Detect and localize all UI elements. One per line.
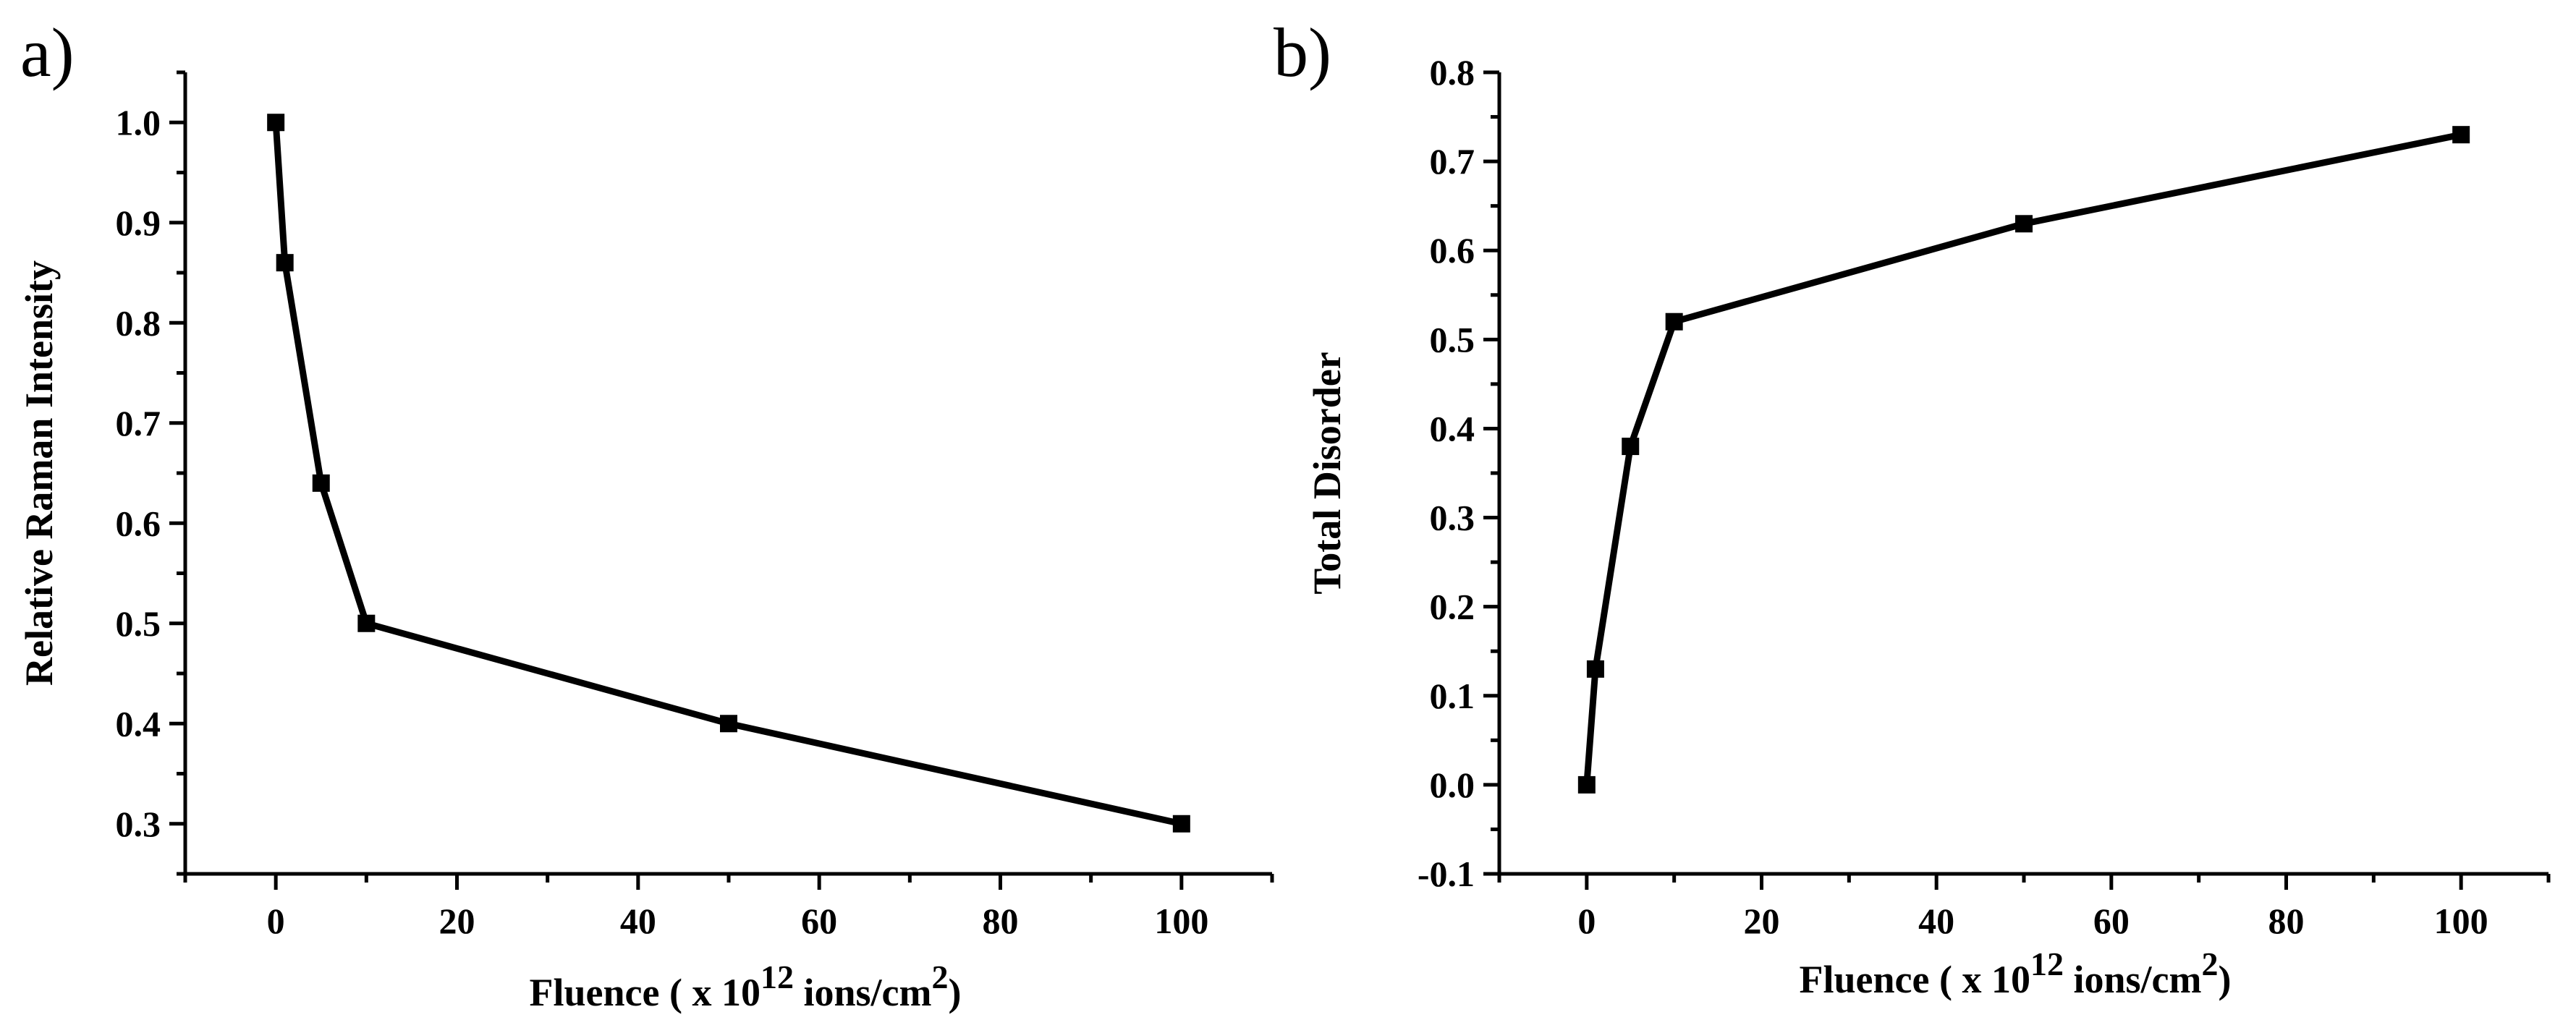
x-axis-title: Fluence ( x 1012 ions/cm2) — [1800, 945, 2232, 1001]
y-tick-label: 0.3 — [1430, 498, 1475, 538]
data-point — [2452, 126, 2470, 144]
y-tick-label: 0.7 — [116, 403, 161, 443]
data-point — [2015, 215, 2033, 233]
x-tick-label: 80 — [983, 901, 1019, 941]
y-tick-label: 0.4 — [1430, 408, 1475, 449]
y-tick-label: 0.6 — [116, 503, 161, 543]
data-point — [1586, 660, 1604, 678]
x-axis-title-close: ) — [948, 971, 961, 1014]
x-tick-label: 0 — [1577, 901, 1596, 941]
data-point — [267, 114, 285, 132]
x-axis-title-unit-exponent: 2 — [2201, 945, 2218, 982]
x-tick-label: 40 — [620, 901, 656, 941]
x-axis-title-close: ) — [2218, 958, 2231, 1001]
y-tick-label: 0.8 — [116, 302, 161, 343]
x-tick-label: 100 — [2434, 901, 2488, 941]
x-axis-title-text: Fluence ( x 10 — [530, 971, 760, 1014]
chart-panel-a: 0 20 40 60 80 100 0.3 0.4 0.5 0.6 0.7 0.8 0.9 1.0 Rela… — [17, 14, 1274, 1014]
series-line — [1583, 131, 2462, 786]
x-tick-label: 60 — [2093, 901, 2130, 941]
x-tick-label: 80 — [2268, 901, 2305, 941]
y-tick-label: -0.1 — [1418, 854, 1475, 894]
y-tick-label: 0.6 — [1430, 230, 1475, 271]
data-point — [1665, 313, 1683, 331]
y-axis-title: Total Disorder — [1305, 352, 1349, 595]
x-tick-label: 0 — [267, 901, 285, 941]
y-tick-label: 0.0 — [1430, 765, 1475, 805]
data-point — [357, 614, 376, 632]
y-tick-label: 0.4 — [116, 703, 161, 744]
x-axis-title-unit-exponent: 2 — [931, 958, 948, 995]
y-tick-label: 0.2 — [1430, 587, 1475, 627]
data-point — [1577, 775, 1596, 794]
x-tick-label: 40 — [1918, 901, 1954, 941]
panel-label: a) — [20, 14, 75, 91]
data-point — [1172, 815, 1190, 833]
y-tick-label: 0.7 — [1430, 141, 1475, 182]
x-axis-title: Fluence ( x 1012 ions/cm2) — [530, 958, 962, 1014]
data-point — [312, 474, 330, 492]
x-axis-title-unit: ions/cm — [794, 971, 932, 1014]
x-tick-label: 20 — [1744, 901, 1780, 941]
x-axis-title-unit: ions/cm — [2064, 958, 2202, 1001]
y-tick-label: 0.8 — [1430, 52, 1475, 93]
data-point — [720, 715, 737, 733]
x-tick-label: 20 — [439, 901, 475, 941]
y-axis-title: Relative Raman Intensity — [17, 260, 61, 686]
x-tick-label: 100 — [1154, 901, 1208, 941]
y-tick-label: 0.1 — [1430, 676, 1475, 716]
y-tick-label: 0.5 — [116, 603, 161, 644]
panel-label: b) — [1274, 14, 1331, 91]
series-line — [272, 122, 1182, 828]
x-tick-label: 60 — [801, 901, 837, 941]
data-point — [1622, 438, 1640, 456]
x-axis-title-text: Fluence ( x 10 — [1800, 958, 2030, 1001]
y-tick-label: 0.5 — [1430, 319, 1475, 360]
x-axis-title-exponent: 12 — [2030, 945, 2064, 982]
data-point — [276, 254, 294, 272]
y-tick-label: 0.9 — [116, 203, 161, 243]
x-axis-title-exponent: 12 — [760, 958, 794, 995]
y-tick-label: 0.3 — [116, 804, 161, 844]
y-tick-label: 1.0 — [116, 102, 161, 143]
chart-panel-b: 0 20 40 60 80 100 -0.1 0.0 0.1 0.2 0.3 0.4 0.5 0.6 0.7… — [1274, 14, 2551, 1001]
